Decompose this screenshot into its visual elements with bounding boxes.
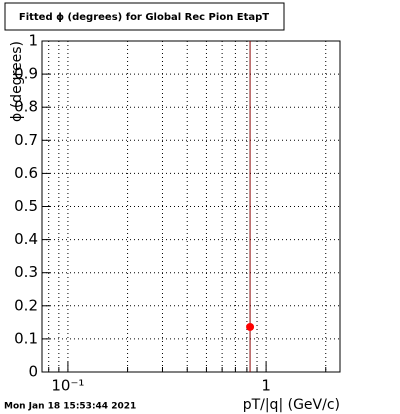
timestamp: Mon Jan 18 15:53:44 2021 — [4, 402, 136, 412]
x-axis-title: pT/|q| (GeV/c) — [243, 397, 340, 413]
y-tick-label: 0.6 — [14, 164, 38, 182]
y-tick-label: 0.5 — [14, 197, 38, 215]
point — [246, 322, 255, 331]
y-tick-label: 0.9 — [14, 65, 38, 83]
x-tick-label: 10⁻¹ — [51, 377, 84, 395]
title-box — [4, 2, 285, 31]
x-tick-label: 1 — [261, 377, 271, 395]
chart-title: Fitted ϕ (degrees) for Global Rec Pion E… — [19, 12, 269, 23]
y-tick-label: 0.7 — [14, 131, 38, 149]
y-tick-label: 0.8 — [14, 98, 38, 116]
y-axis-title: ϕ (degrees) — [9, 41, 25, 122]
y-tick-label: 0.4 — [14, 230, 38, 248]
y-tick-label: 1 — [28, 32, 38, 50]
y-tick-label: 0.3 — [14, 263, 38, 281]
y-tick-label: 0.1 — [14, 329, 38, 347]
plot-frame — [41, 40, 341, 373]
y-tick-label: 0 — [28, 363, 38, 381]
y-tick-label: 0.2 — [14, 296, 38, 314]
